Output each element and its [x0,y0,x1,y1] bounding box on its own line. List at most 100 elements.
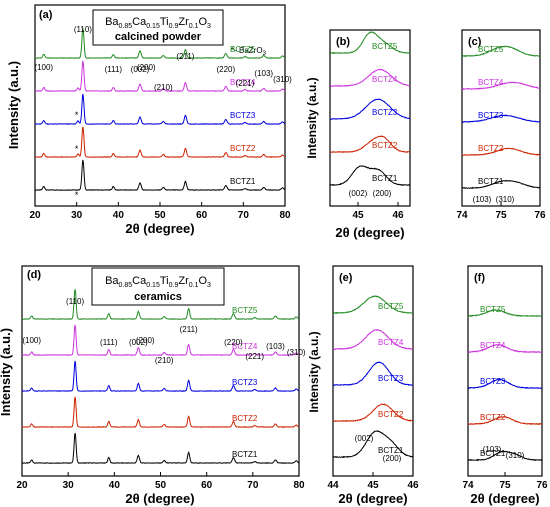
series-label-bctz3: BCTZ3 [230,111,256,120]
series-label-bctz1: BCTZ1 [478,177,504,186]
panel-a: (a) Ba0.85Ca0.15Ti0.9Zr0.1O3 calcined po… [6,4,292,236]
panel-b-ylabel: Intensity (a.u.) [305,77,319,158]
series-line-bctz4 [21,324,300,356]
hkl-label: (210) [155,356,174,365]
x-tick-label: 30 [63,480,75,491]
series-line-bctz4 [332,328,414,350]
x-tick-label: 20 [29,210,41,221]
panel-e-plot: BCTZ1 BCTZ2 BCTZ3 BCTZ4 BCTZ5 (002) (200) 44 45 4… [327,295,419,491]
series-label-bctz5: BCTZ5 [232,306,258,315]
series-label-bctz1: BCTZ1 [372,174,398,183]
series-line-bctz3 [467,378,543,390]
hkl-label: (200) [137,63,156,72]
panel-c-label: (c) [468,36,482,48]
series-line-bctz5 [21,289,299,320]
x-tick-label: 80 [293,480,305,491]
panel-a-subtitle: calcined powder [115,31,202,43]
series-line-bctz4 [461,81,541,90]
panel-a-plot: BCTZ1 BCTZ2 BCTZ3 BCTZ4 BCTZ5 (100) (110) (111)… [29,25,292,221]
hkl-label: (210) [154,83,173,92]
panel-e-xlabel: 2θ (degree) [338,491,407,506]
series-line-bctz5 [329,31,411,55]
panel-c: (c) BCTZ1 BCTZ2 BCTZ3 BCTZ4 BCTZ5 (103) (310) 7… [456,29,546,221]
panel-d-ylabel: Intensity (a.u.) [0,328,13,416]
hkl-label: (103) [473,195,492,204]
hkl-label: (200) [136,336,155,345]
panel-f-xlabel: 2θ (degree) [470,491,539,506]
series-line-bctz3 [35,93,286,125]
series-label-bctz4: BCTZ4 [232,342,258,351]
series-label-bctz2: BCTZ2 [378,410,404,419]
impurity-star: * [75,190,79,200]
series-label-bctz1: BCTZ1 [230,177,256,186]
panel-b-frame [329,29,411,207]
series-line-bctz2 [34,126,286,158]
series-line-bctz5 [462,45,541,58]
hkl-label: (200) [383,454,402,463]
series-line-bctz5 [332,295,414,315]
series-label-bctz2: BCTZ2 [230,144,256,153]
hkl-label: (111) [100,338,118,347]
hkl-label: (100) [22,336,41,345]
panel-d-label: (d) [27,269,41,281]
panel-f: (f) BCTZ1 BCTZ2 BCTZ3 BCTZ4 BCTZ5 (103) (310) 7… [462,265,548,506]
panel-d-formula: Ba0.85Ca0.15Ti0.9Zr0.1O3 [105,275,211,289]
series-label-bctz4: BCTZ4 [372,75,398,84]
x-tick-label: 44 [327,480,339,491]
hkl-label: (002) [129,338,148,347]
series-line-bctz1 [332,429,414,459]
panel-d-subtitle: ceramics [134,291,182,303]
panel-f-plot: BCTZ1 BCTZ2 BCTZ3 BCTZ4 BCTZ5 (103) (310) 74 75 7… [462,305,548,491]
series-line-bctz3 [332,361,414,387]
series-label-bctz2: BCTZ2 [478,144,504,153]
x-tick-label: 70 [247,480,259,491]
panel-b-plot: BCTZ1 BCTZ2 BCTZ3 BCTZ4 BCTZ5 (002) (200) 45 46 [329,31,411,221]
series-label-bctz4: BCTZ4 [230,78,256,87]
series-line-bctz1 [461,179,541,190]
hkl-label: (111) [105,65,123,74]
series-line-bctz4 [467,343,543,354]
series-label-bctz3: BCTZ3 [478,111,504,120]
hkl-label: (310) [273,75,292,84]
series-line-bctz3 [329,98,411,120]
x-tick-label: 45 [367,480,379,491]
series-line-bctz5 [34,28,286,59]
panel-b-xlabel: 2θ (degree) [335,225,404,240]
x-tick-label: 46 [392,210,404,221]
hkl-label: (002) [355,434,374,443]
panel-f-label: (f) [474,272,485,284]
series-label-bctz2: BCTZ2 [372,141,398,150]
series-line-bctz3 [22,360,300,392]
x-tick-label: 50 [155,480,167,491]
hkl-label: (211) [180,325,198,334]
series-label-bctz3: BCTZ3 [480,377,506,386]
series-line-bctz2 [467,416,543,426]
panel-a-ylabel: Intensity (a.u.) [6,61,21,149]
impurity-star: * [75,144,79,154]
hkl-label: (310) [506,451,525,460]
series-label-bctz5: BCTZ5 [230,45,256,54]
series-line-bctz4 [34,60,286,92]
series-line-bctz4 [329,68,411,88]
series-label-bctz1: BCTZ1 [232,450,258,459]
hkl-label: (310) [287,348,306,357]
series-label-bctz3: BCTZ3 [372,108,398,117]
hkl-label: (103) [266,342,285,351]
x-tick-label: 60 [201,480,213,491]
series-label-bctz5: BCTZ5 [480,305,506,314]
hkl-label: (100) [34,63,53,72]
panel-c-plot: BCTZ1 BCTZ2 BCTZ3 BCTZ4 BCTZ5 (103) (310) 74 75 7… [456,45,546,221]
hkl-label: (103) [483,445,502,454]
panel-b-label: (b) [336,36,350,48]
series-label-bctz4: BCTZ4 [480,341,506,350]
hkl-label: (211) [176,52,194,61]
hkl-label: (110) [74,25,92,34]
series-line-bctz5 [467,309,543,318]
x-tick-label: 45 [352,210,364,221]
x-tick-label: 76 [536,480,548,491]
panel-e-ylabel: Intensity (a.u.) [307,331,321,412]
panel-d-plot: BCTZ1 BCTZ2 BCTZ3 BCTZ4 BCTZ5 (100) (110) (111)… [16,289,306,491]
panel-d-title-box: Ba0.85Ca0.15Ti0.9Zr0.1O3 ceramics [91,267,225,306]
series-label-bctz5: BCTZ5 [478,45,504,54]
series-label-bctz1: BCTZ1 [480,449,506,458]
